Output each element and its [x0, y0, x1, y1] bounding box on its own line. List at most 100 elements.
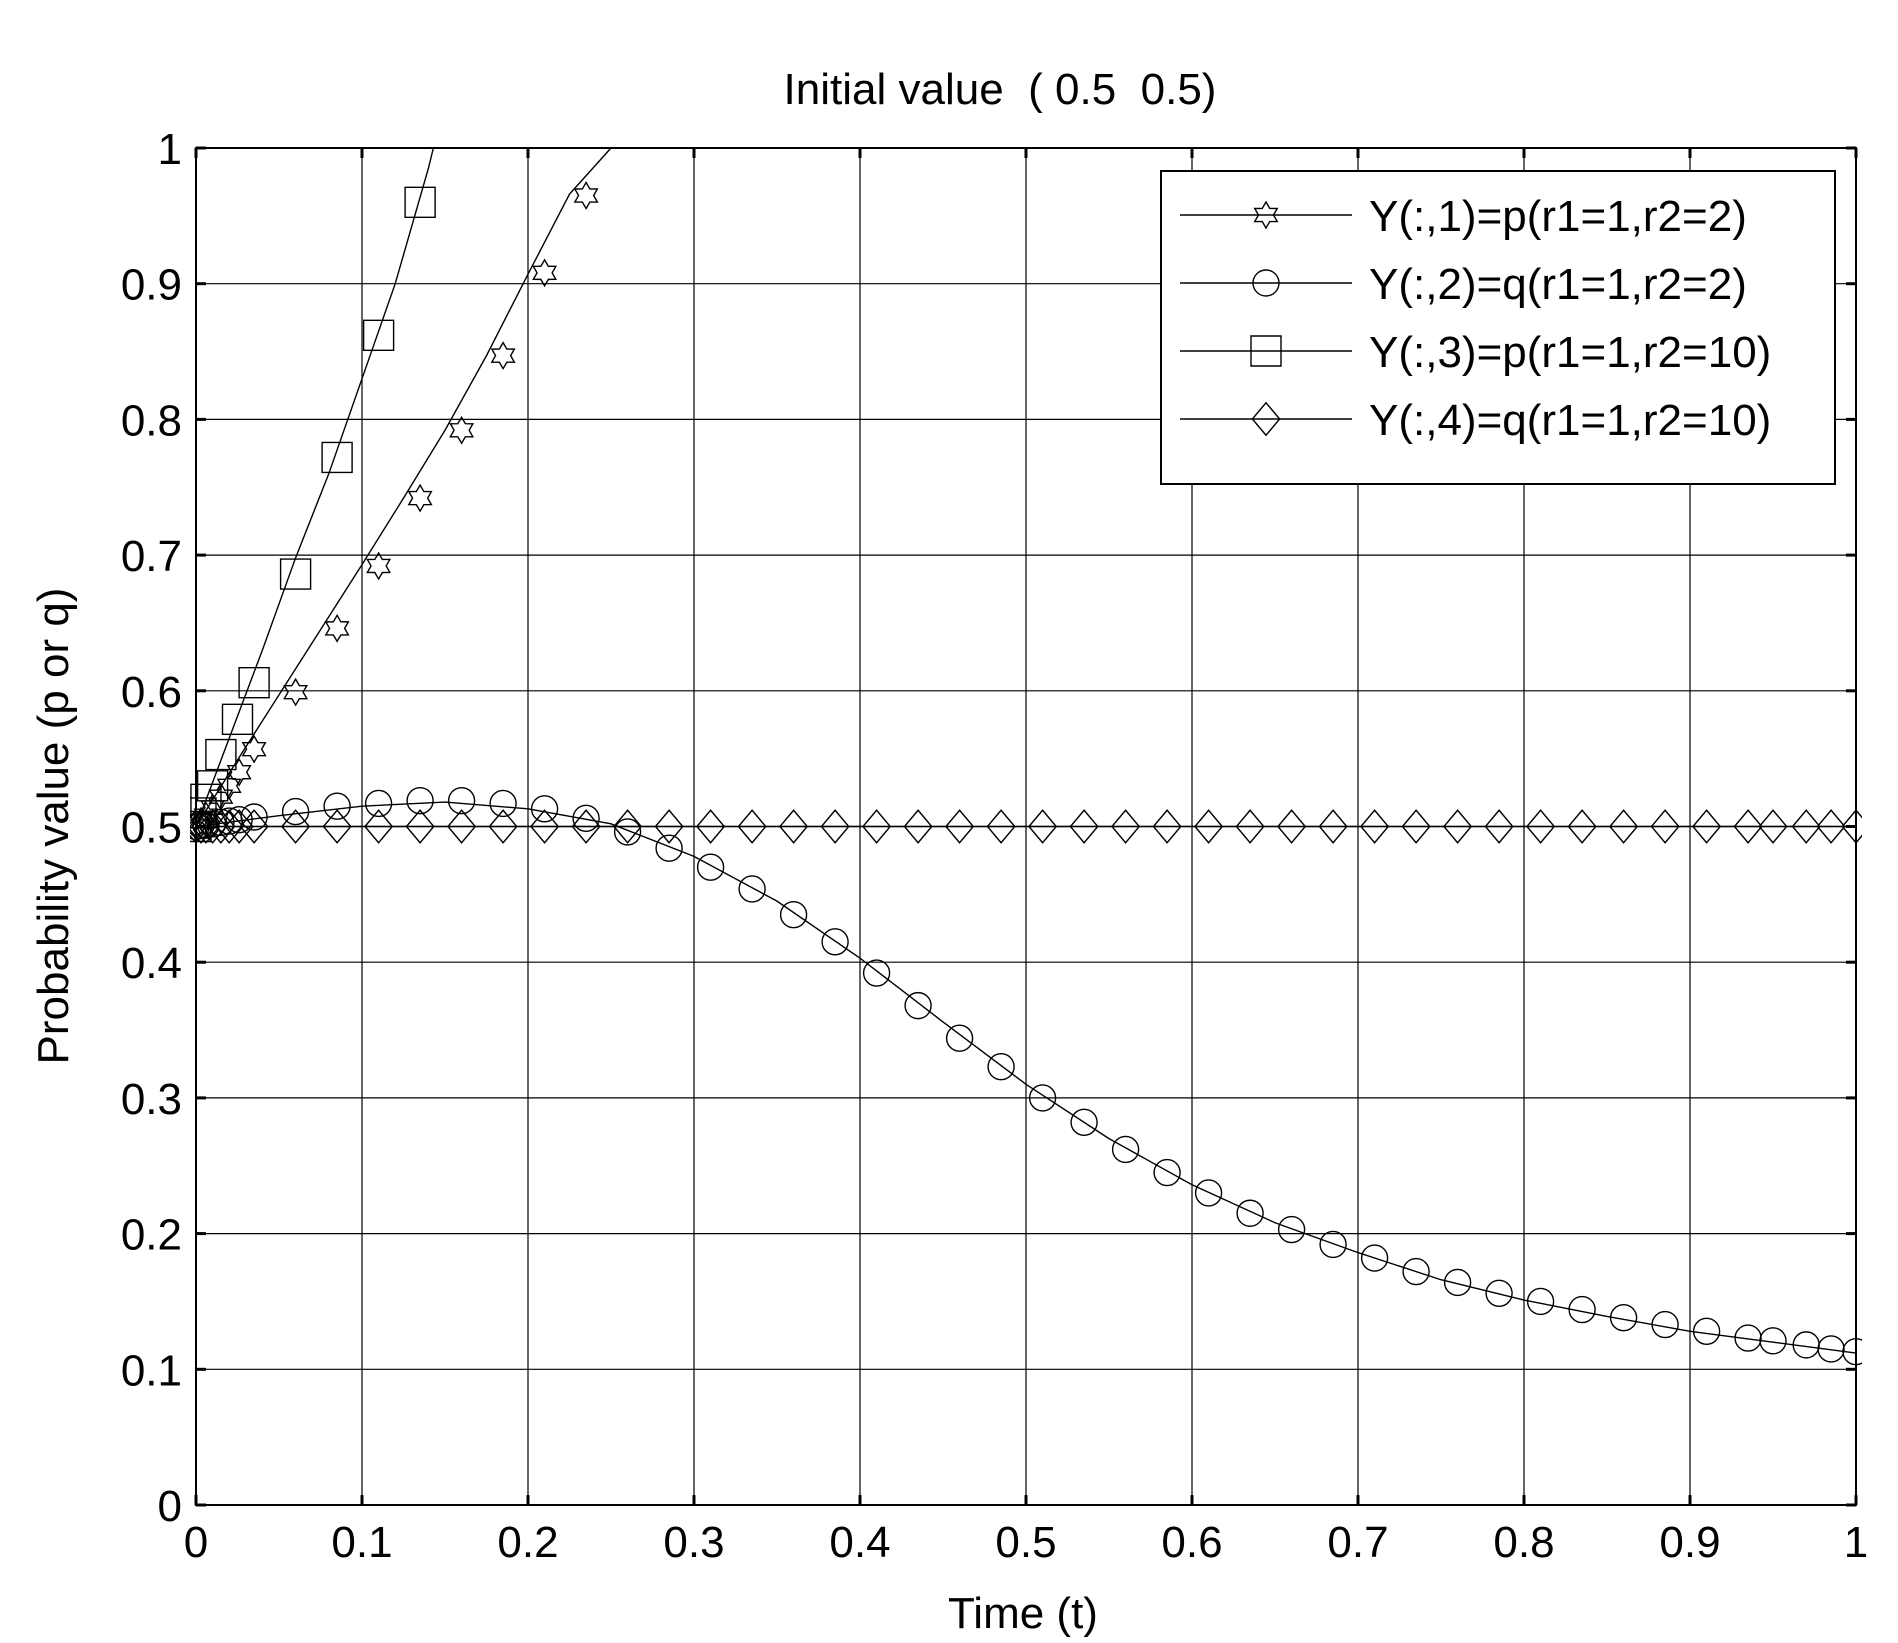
data-point: [572, 804, 600, 833]
data-point: [1692, 1317, 1721, 1346]
data-point: [613, 809, 643, 844]
data-point: [362, 319, 395, 351]
data-point: [1609, 1304, 1638, 1332]
legend-entries: Y(:,1)=p(r1=1,r2=2) Y(:,2)=q(r1=1,r2=2) Y(…: [1180, 192, 1771, 445]
data-point: [1443, 809, 1473, 844]
data-point: [406, 787, 434, 815]
data-point: [779, 809, 809, 844]
data-point: [1028, 1084, 1057, 1112]
legend-label: Y(:,3)=p(r1=1,r2=10): [1369, 328, 1771, 377]
data-point: [1609, 809, 1639, 844]
data-point: [1277, 809, 1307, 844]
y-tick-label: 0.3: [121, 1075, 182, 1124]
data-point: [239, 809, 269, 844]
data-point: [447, 809, 477, 844]
y-tick-label: 0.7: [121, 532, 182, 581]
data-point: [1651, 1310, 1679, 1339]
data-point: [238, 666, 270, 699]
data-point: [364, 809, 394, 844]
data-point: [196, 770, 229, 802]
data-point: [447, 787, 476, 815]
data-point: [407, 483, 433, 513]
series-1-line: [195, 147, 612, 827]
data-point: [903, 809, 933, 844]
data-point: [1568, 1295, 1596, 1324]
data-point: [193, 801, 219, 831]
y-tick-label: 0.1: [121, 1346, 182, 1395]
data-point: [1567, 809, 1597, 844]
data-point: [1111, 809, 1141, 844]
data-point: [190, 809, 216, 844]
data-point: [530, 795, 559, 823]
data-point: [1650, 809, 1680, 844]
data-point: [987, 1052, 1015, 1081]
y-tick-label: 0.6: [121, 668, 182, 717]
data-point: [945, 809, 975, 844]
data-point: [283, 677, 309, 707]
data-point: [405, 809, 435, 844]
x-tick-label: 0.5: [995, 1518, 1056, 1567]
data-point: [1816, 809, 1846, 844]
data-point: [821, 928, 849, 956]
data-point: [1277, 1215, 1306, 1244]
data-point: [224, 809, 254, 844]
legend-marker-diamond: [1251, 401, 1281, 437]
data-point: [1485, 1279, 1513, 1308]
data-point: [489, 789, 517, 818]
y-tick-label: 0.4: [121, 939, 182, 988]
data-point: [490, 341, 516, 371]
data-point: [779, 901, 808, 929]
data-point: [1484, 809, 1514, 844]
data-point: [696, 809, 726, 844]
data-point: [216, 771, 242, 801]
data-point: [1526, 809, 1556, 844]
x-tick-label: 0.8: [1493, 1518, 1554, 1567]
x-tick-label: 1: [1844, 1518, 1868, 1567]
data-point: [281, 797, 310, 826]
data-point: [1111, 1135, 1140, 1164]
data-point: [281, 809, 311, 844]
legend-entry: Y(:,4)=q(r1=1,r2=10): [1180, 396, 1771, 445]
x-tick-label: 0.1: [331, 1518, 392, 1567]
y-tick-label: 0.2: [121, 1211, 182, 1260]
data-point: [904, 991, 932, 1020]
data-point: [1070, 1108, 1098, 1137]
data-point: [613, 818, 642, 846]
data-point: [571, 809, 601, 844]
data-point: [221, 703, 254, 735]
data-point: [1817, 1335, 1845, 1363]
data-point: [198, 809, 228, 844]
y-tick-label: 1: [158, 125, 182, 174]
data-point: [1526, 1287, 1555, 1316]
data-point: [226, 757, 252, 787]
data-point: [364, 789, 393, 818]
legend-entry: Y(:,3)=p(r1=1,r2=10): [1180, 328, 1771, 377]
y-tick-label: 0.5: [121, 804, 182, 853]
data-point: [322, 809, 352, 844]
data-point: [449, 415, 475, 445]
series-2-line: [195, 801, 1857, 1354]
x-tick-labels: 0 0.1 0.2 0.3 0.4 0.5 0.6 0.7 0.8 0.9 1: [184, 1518, 1868, 1567]
legend: Y(:,1)=p(r1=1,r2=2) Y(:,2)=q(r1=1,r2=2) Y(…: [1160, 170, 1836, 485]
data-point: [1401, 809, 1431, 844]
legend-label: Y(:,1)=p(r1=1,r2=2): [1369, 192, 1747, 241]
data-point: [862, 959, 891, 987]
y-axis-label: Probability value (p or q): [29, 588, 78, 1065]
data-point: [655, 834, 683, 862]
data-point: [573, 181, 599, 210]
data-point: [696, 853, 725, 881]
data-point: [737, 809, 767, 844]
series-markers: [190, 181, 1862, 1366]
legend-entry: Y(:,2)=q(r1=1,r2=2): [1180, 260, 1747, 309]
data-point: [986, 809, 1016, 844]
data-point: [324, 613, 350, 643]
data-point: [1758, 809, 1788, 844]
data-point: [404, 186, 436, 218]
x-tick-label: 0.2: [497, 1518, 558, 1567]
legend-marker-hexagram: [1253, 200, 1279, 230]
data-point: [738, 875, 766, 903]
data-point: [1733, 809, 1763, 844]
legend-label: Y(:,2)=q(r1=1,r2=2): [1369, 260, 1747, 309]
data-point: [945, 1024, 974, 1052]
data-point: [1360, 809, 1390, 844]
